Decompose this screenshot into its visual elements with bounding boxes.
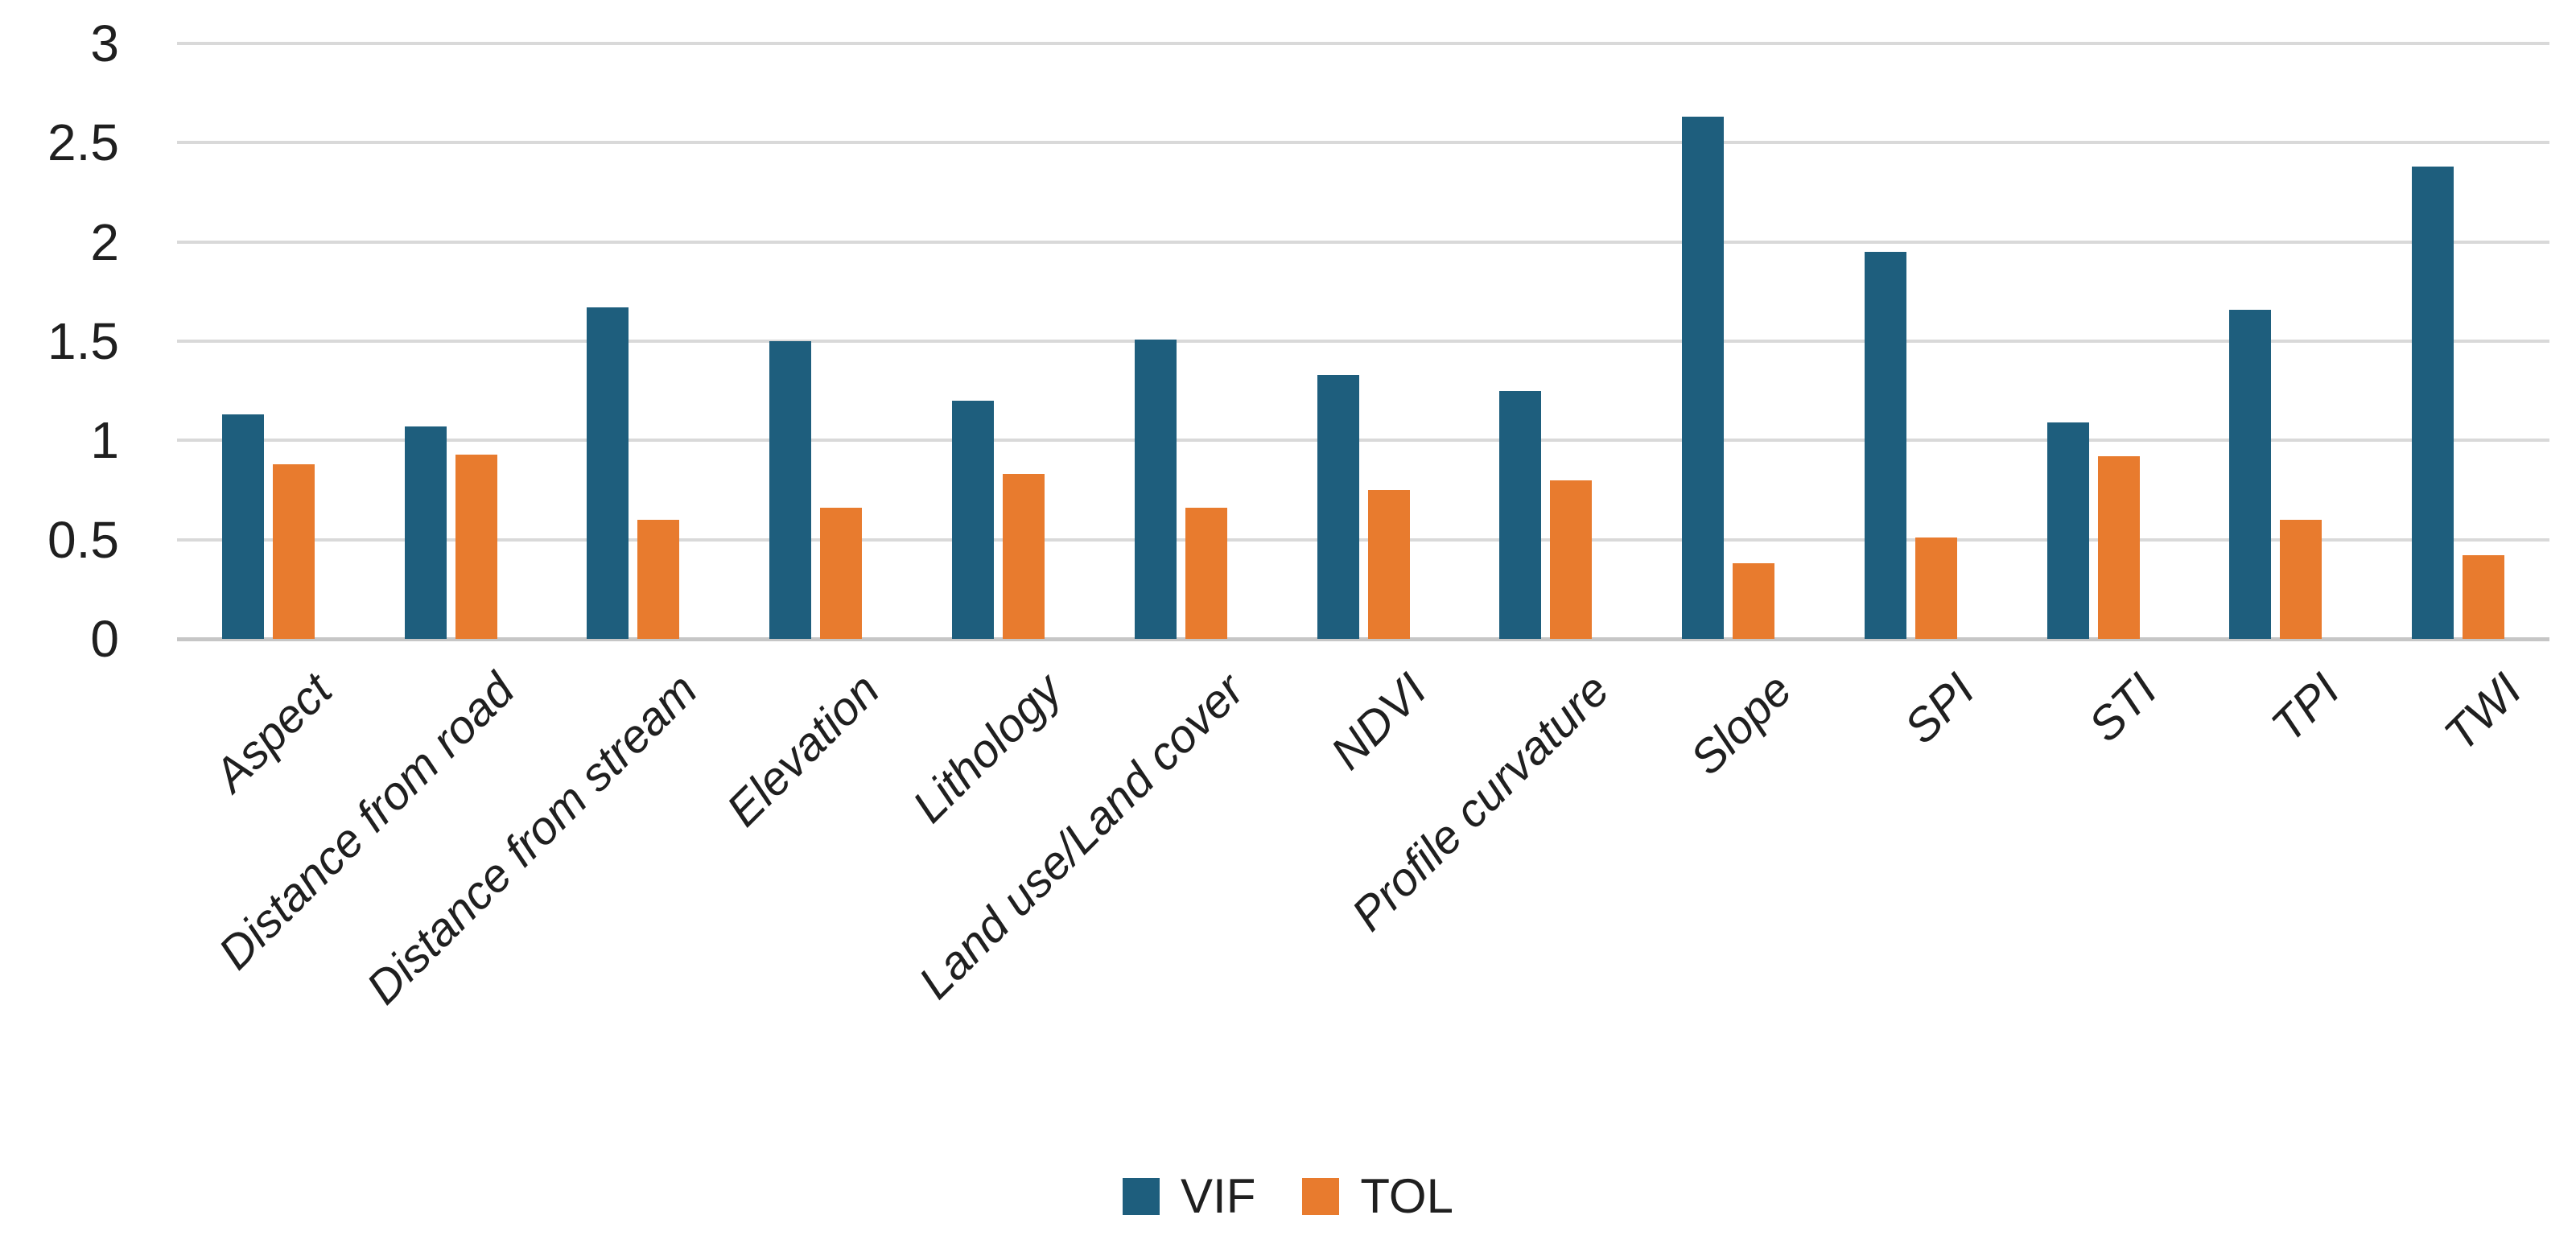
- y-tick-label: 0: [90, 610, 119, 668]
- bar-vif-aspect: [221, 414, 264, 639]
- bar-tol-slope: [1733, 563, 1775, 639]
- bar-tol-spi: [1914, 538, 1957, 639]
- bar-vif-distance-from-road: [404, 426, 447, 639]
- bar-vif-distance-from-stream: [587, 307, 629, 639]
- x-category-label: STI: [2078, 663, 2167, 752]
- bar-tol-tpi: [2280, 520, 2323, 639]
- bar-tol-distance-from-stream: [637, 520, 680, 639]
- legend-label-vif: VIF: [1181, 1169, 1256, 1223]
- x-category-label: SPI: [1894, 663, 1985, 754]
- x-category-label: Elevation: [716, 663, 890, 837]
- bar-vif-twi: [2412, 166, 2454, 639]
- bar-tol-aspect: [272, 463, 315, 639]
- bar-tol-twi: [2463, 555, 2505, 639]
- bar-vif-profile-curvature: [1499, 390, 1542, 639]
- y-tick-label: 1.5: [47, 312, 119, 370]
- bar-vif-lithology: [951, 401, 994, 639]
- bar-vif-spi: [1864, 252, 1906, 639]
- gridline: [177, 141, 2549, 145]
- bar-vif-sti: [2046, 422, 2089, 639]
- bar-vif-land-use-land-cover: [1134, 339, 1177, 639]
- bar-tol-land-use-land-cover: [1185, 508, 1227, 639]
- bar-tol-sti: [2097, 456, 2140, 639]
- legend: VIF TOL: [0, 1168, 2576, 1224]
- legend-item-tol: TOL: [1302, 1168, 1453, 1224]
- y-tick-label: 0.5: [47, 510, 119, 569]
- y-tick-label: 2.5: [47, 113, 119, 172]
- bar-tol-elevation: [820, 508, 863, 639]
- x-category-label: Aspect: [204, 663, 343, 802]
- x-category-label: NDVI: [1321, 663, 1437, 780]
- legend-item-vif: VIF: [1123, 1168, 1255, 1224]
- y-tick-label: 2: [90, 212, 119, 271]
- gridline: [177, 240, 2549, 244]
- gridline: [177, 340, 2549, 343]
- bar-tol-ndvi: [1367, 490, 1410, 639]
- gridline: [177, 538, 2549, 542]
- x-category-label: Distance from stream: [356, 663, 707, 1015]
- x-category-label: Land use/Land cover: [909, 663, 1255, 1009]
- bar-vif-tpi: [2229, 309, 2272, 639]
- bar-vif-slope: [1682, 117, 1725, 639]
- y-tick-label: 1: [90, 411, 119, 470]
- legend-label-tol: TOL: [1360, 1169, 1453, 1223]
- legend-swatch-tol: [1302, 1177, 1340, 1215]
- x-category-label: TWI: [2434, 663, 2533, 761]
- bar-vif-ndvi: [1317, 374, 1359, 639]
- x-category-label: Slope: [1680, 663, 1803, 785]
- bar-tol-profile-curvature: [1550, 480, 1593, 639]
- x-axis-line: [177, 637, 2549, 641]
- gridline: [177, 42, 2549, 45]
- bar-tol-lithology: [1002, 474, 1045, 639]
- y-tick-label: 3: [90, 14, 119, 72]
- x-category-label: TPI: [2261, 663, 2350, 752]
- x-category-label: Lithology: [903, 663, 1073, 833]
- bar-tol-distance-from-road: [455, 454, 497, 639]
- legend-swatch-vif: [1123, 1177, 1160, 1215]
- bar-vif-elevation: [769, 341, 812, 639]
- gridline: [177, 439, 2549, 443]
